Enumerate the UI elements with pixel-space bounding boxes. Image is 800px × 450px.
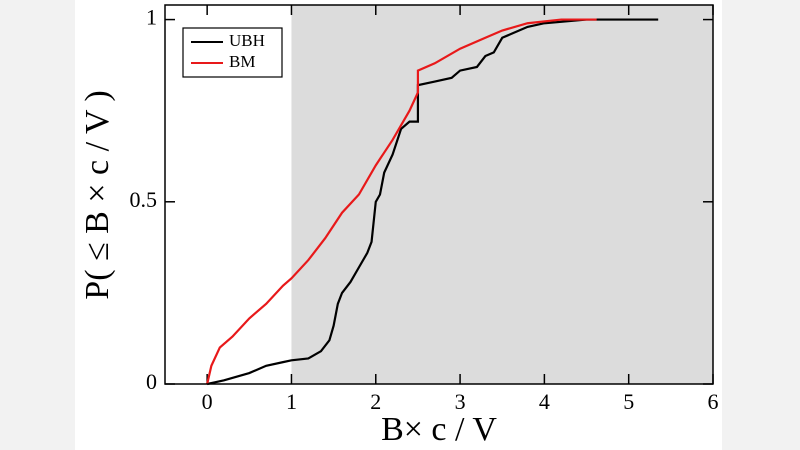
x-tick-label: 3 (455, 389, 466, 414)
x-tick-label: 4 (539, 389, 550, 414)
series-line (206, 18, 659, 386)
legend-label: UBH (229, 31, 265, 50)
plot-area: 0 1 2 3 4 5 6 0 0.5 1 UBH BM (130, 4, 719, 414)
y-axis-label: P( ≤ B × c / V ) (79, 90, 116, 299)
y-tick-label: 1 (146, 5, 157, 30)
x-tick-label: 2 (370, 389, 381, 414)
series-line (206, 18, 597, 385)
y-tick-label: 0 (146, 369, 157, 394)
shaded-region (291, 5, 713, 384)
legend-label: BM (229, 52, 255, 71)
x-tick-label: 0 (202, 389, 213, 414)
x-axis-label: B× c / V (381, 411, 497, 448)
x-tick-label: 6 (708, 389, 719, 414)
side-panel (722, 0, 800, 450)
legend-box (182, 27, 283, 78)
x-tick-label: 1 (286, 389, 297, 414)
plot-frame (164, 4, 714, 385)
side-panel (0, 0, 75, 450)
x-tick-label: 5 (623, 389, 634, 414)
y-tick-label: 0.5 (130, 187, 158, 212)
